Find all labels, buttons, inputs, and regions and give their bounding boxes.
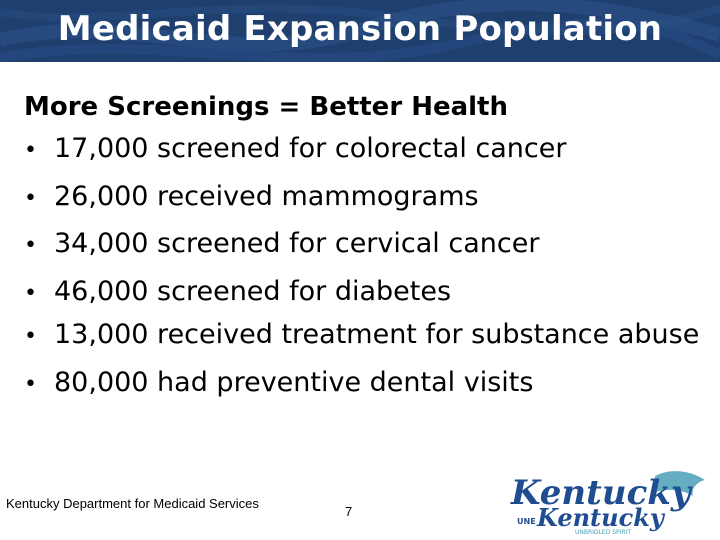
- bullet-text: 46,000 screened for diabetes: [54, 275, 452, 307]
- bullet-item: • 46,000 screened for diabetes: [24, 269, 704, 317]
- logo-wordmark-middle: UNE: [517, 517, 536, 526]
- bullet-item: • 80,000 had preventive dental visits: [24, 360, 704, 408]
- horse-head-icon: [655, 471, 705, 496]
- title-bar: Medicaid Expansion Population: [0, 0, 720, 62]
- bullet-list: • 17,000 screened for colorectal cancer •…: [24, 126, 704, 408]
- bullet-text: 34,000 screened for cervical cancer: [54, 228, 540, 259]
- bullet-text: 13,000 received treatment for substance …: [54, 319, 700, 350]
- bullet-item: • 17,000 screened for colorectal cancer: [24, 126, 704, 174]
- bullet-dot: •: [24, 280, 37, 306]
- logo-tagline: UNBRIDLED SPIRIT: [575, 529, 631, 536]
- bullet-dot: •: [24, 372, 37, 397]
- bullet-text: 26,000 received mammograms: [54, 180, 479, 212]
- footer-organization: Kentucky Department for Medicaid Service…: [6, 496, 259, 511]
- page-number: 7: [345, 504, 353, 519]
- bullet-dot: •: [24, 138, 37, 163]
- header-swirl-decoration: [0, 0, 720, 62]
- bullet-text: 80,000 had preventive dental visits: [54, 367, 534, 398]
- bullet-dot: •: [24, 185, 37, 211]
- bullet-text: 17,000 screened for colorectal cancer: [54, 133, 567, 164]
- logo-wordmark-bottom: Kentucky: [536, 503, 666, 532]
- bullet-item: • 13,000 received treatment for substance…: [24, 316, 704, 356]
- slide-title: Medicaid Expansion Population: [57, 9, 663, 49]
- bullet-item: • 34,000 screened for cervical cancer: [24, 221, 704, 269]
- logo-wordmark-top: Kentucky: [510, 473, 693, 513]
- kentucky-logo: Kentucky UNE Kentucky UNBRIDLED SPIRIT: [510, 471, 705, 536]
- slide-subheading: More Screenings = Better Health: [24, 92, 508, 122]
- bullet-item: • 26,000 received mammograms: [24, 174, 704, 222]
- bullet-dot: •: [24, 233, 37, 258]
- slide-body: More Screenings = Better Health • 17,000 …: [24, 90, 704, 408]
- bullet-dot: •: [24, 324, 37, 349]
